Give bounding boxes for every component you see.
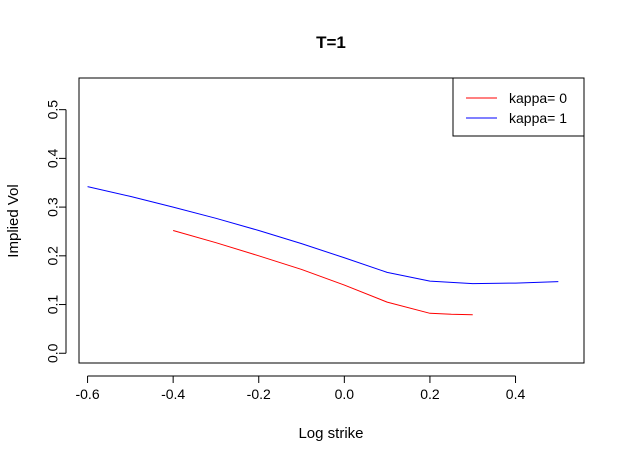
x-tick-label: 0.2 — [420, 386, 440, 402]
y-axis: 0.0 0.1 0.2 0.3 0.4 0.5 — [45, 100, 67, 363]
x-axis: -0.6 -0.4 -0.2 0.0 0.2 0.4 — [75, 375, 526, 402]
series-line-kappa-0 — [173, 230, 473, 316]
series-layer — [87, 186, 559, 316]
x-tick-label: -0.6 — [75, 386, 99, 402]
chart-title: T=1 — [316, 33, 346, 52]
plot-frame — [78, 77, 585, 364]
x-tick-label: 0.4 — [506, 386, 526, 402]
y-tick-label: 0.5 — [45, 100, 61, 120]
legend: kappa= 0 kappa= 1 — [452, 77, 585, 137]
x-tick-label: -0.2 — [247, 386, 271, 402]
legend-label-kappa-1: kappa= 1 — [509, 110, 567, 126]
legend-box — [452, 77, 585, 137]
series-line-kappa-1 — [87, 186, 559, 285]
y-tick-label: 0.2 — [45, 246, 61, 266]
y-tick-label: 0.4 — [45, 148, 61, 168]
y-tick-label: 0.3 — [45, 197, 61, 217]
legend-label-kappa-0: kappa= 0 — [509, 90, 567, 106]
y-axis-label: Implied Vol — [5, 184, 22, 257]
x-axis-label: Log strike — [298, 425, 363, 442]
y-tick-label: 0.0 — [45, 343, 61, 363]
x-tick-label: 0.0 — [335, 386, 355, 402]
x-tick-label: -0.4 — [161, 386, 185, 402]
y-tick-label: 0.1 — [45, 295, 61, 315]
